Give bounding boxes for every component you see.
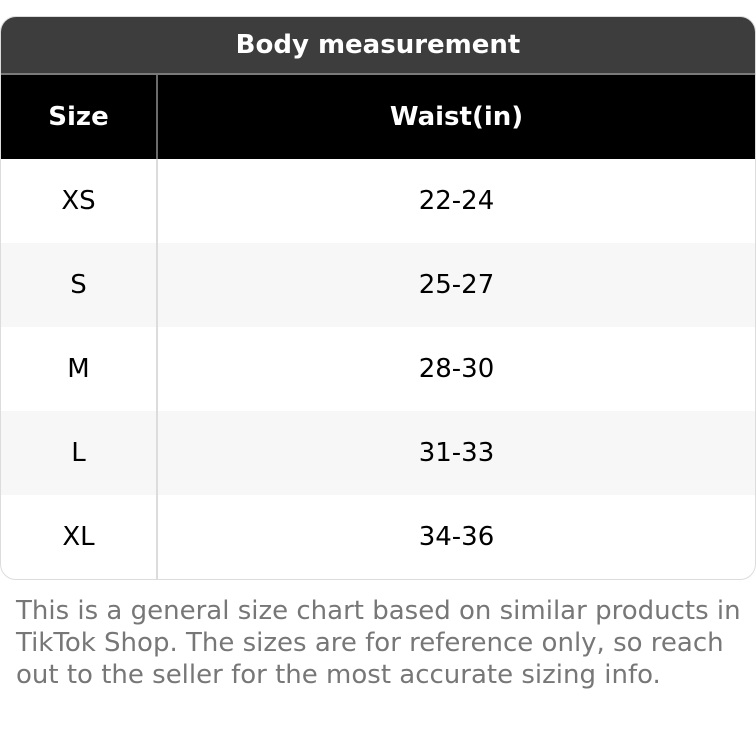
waist-cell: 25-27 — [418, 270, 495, 300]
size-cell: L — [1, 411, 158, 495]
size-cell: XL — [1, 495, 158, 579]
table-header-row: Size Waist(in) — [1, 75, 755, 159]
table-row: S 25-27 — [1, 243, 755, 327]
waist-cell: 22-24 — [418, 186, 495, 216]
size-chart-table: Body measurement Size Waist(in) XS 22-24… — [0, 16, 756, 580]
header-waist: Waist(in) — [389, 102, 524, 132]
table-row: M 28-30 — [1, 327, 755, 411]
table-row: XS 22-24 — [1, 159, 755, 243]
size-cell: S — [1, 243, 158, 327]
waist-cell: 34-36 — [418, 522, 495, 552]
header-size: Size — [1, 75, 158, 159]
table-row: L 31-33 — [1, 411, 755, 495]
size-chart-note: This is a general size chart based on si… — [16, 596, 741, 690]
size-cell: M — [1, 327, 158, 411]
waist-cell: 28-30 — [418, 354, 495, 384]
size-cell: XS — [1, 159, 158, 243]
table-row: XL 34-36 — [1, 495, 755, 579]
table-title: Body measurement — [1, 17, 755, 75]
waist-cell: 31-33 — [418, 438, 495, 468]
